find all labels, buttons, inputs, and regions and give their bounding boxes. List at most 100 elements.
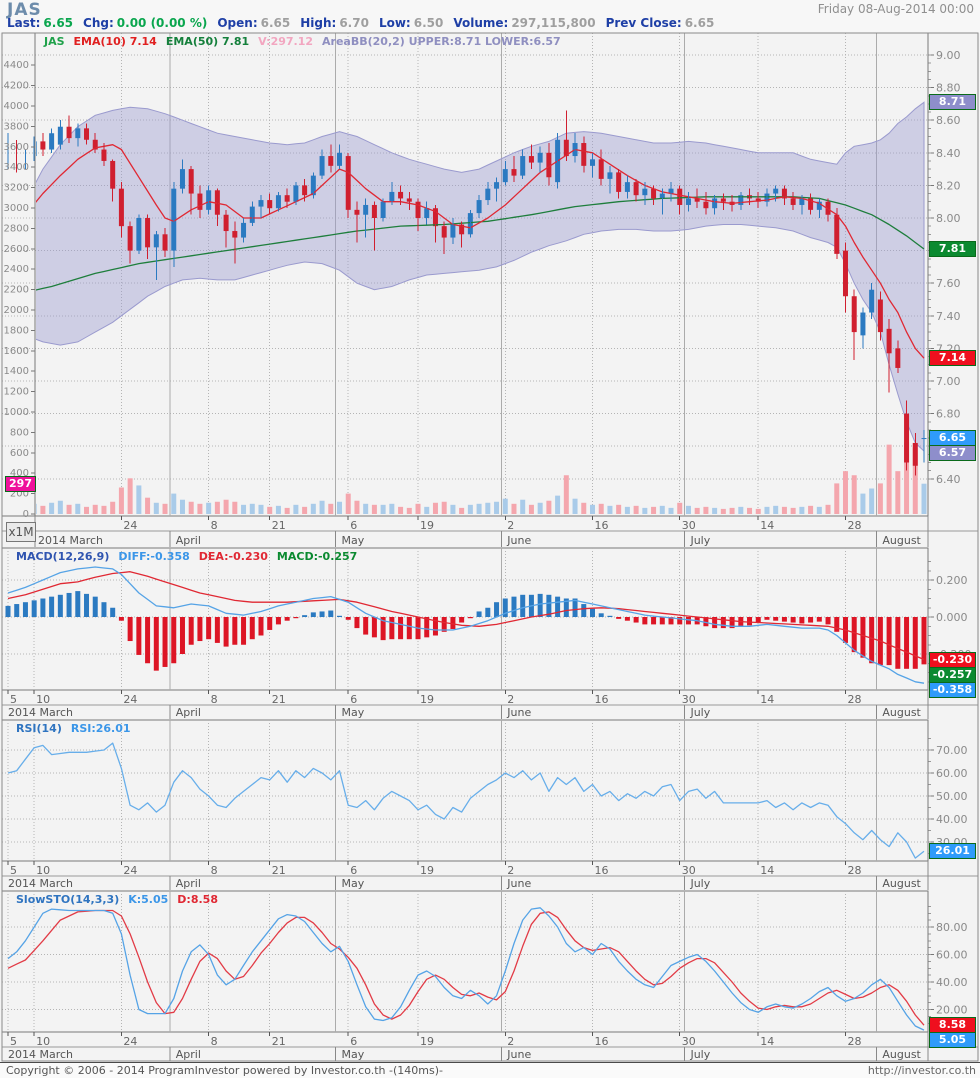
svg-text:April: April [176,534,201,547]
svg-text:July: July [689,877,710,890]
copyright-text: Copyright © 2006 - 2014 ProgramInvestor … [6,1064,443,1077]
svg-text:7.00: 7.00 [936,375,961,388]
svg-text:8.00: 8.00 [936,212,961,225]
svg-text:5: 5 [10,1035,17,1048]
svg-text:July: July [689,1048,710,1061]
svg-text:June: June [506,877,531,890]
svg-text:2: 2 [507,693,514,706]
quote-value: 6.65 [684,16,715,30]
svg-text:30: 30 [682,864,696,877]
svg-text:April: April [176,706,201,719]
svg-text:24: 24 [123,864,137,877]
axis-badge: 7.81 [929,241,976,257]
quote-label: Volume: [453,16,509,30]
svg-text:2014 March: 2014 March [8,1048,73,1061]
svg-text:50.00: 50.00 [936,790,968,803]
svg-text:40.00: 40.00 [936,976,968,989]
svg-text:2800: 2800 [4,223,29,234]
svg-text:2014 March: 2014 March [8,706,73,719]
svg-text:6: 6 [350,1035,357,1048]
svg-text:10: 10 [36,1035,50,1048]
svg-text:8.80: 8.80 [936,82,961,95]
quote-value: 6.70 [339,16,369,30]
axis-badge: 6.65 [929,430,976,446]
svg-text:24: 24 [123,693,137,706]
axis-badge: 297 [5,476,36,492]
svg-text:August: August [882,534,921,547]
svg-text:14: 14 [760,864,774,877]
quote-value: 6.65 [260,16,291,30]
svg-text:10: 10 [36,864,50,877]
svg-text:May: May [342,534,365,547]
svg-text:9.00: 9.00 [936,49,961,62]
svg-text:6: 6 [350,519,357,532]
svg-text:2: 2 [507,1035,514,1048]
svg-text:4400: 4400 [4,60,29,71]
svg-text:1800: 1800 [4,325,29,336]
svg-text:1200: 1200 [4,387,29,398]
svg-text:6.40: 6.40 [936,473,961,486]
svg-text:16: 16 [594,1035,608,1048]
svg-text:16: 16 [594,519,608,532]
svg-text:30: 30 [682,693,696,706]
quote-bar: Last: 6.65 Chg: 0.00 (0.00 %) Open: 6.65 High:… [7,16,724,30]
svg-text:2: 2 [507,864,514,877]
axis-badge: -0.358 [929,682,976,698]
svg-text:8: 8 [211,864,218,877]
quote-label: Low: [378,16,411,30]
site-url[interactable]: http://investor.co.th [867,1064,976,1077]
svg-text:1400: 1400 [4,366,29,377]
svg-text:21: 21 [272,519,286,532]
svg-text:7.60: 7.60 [936,277,961,290]
svg-text:14: 14 [760,519,774,532]
svg-text:April: April [176,1048,201,1061]
quote-value: 297,115,800 [511,16,596,30]
legend-rsi-panel: RSI(14) RSI:26.01 [16,722,140,735]
legend-item: RSI(14) [16,722,62,735]
svg-text:7.40: 7.40 [936,310,961,323]
svg-text:June: June [506,706,531,719]
svg-text:2000: 2000 [4,305,29,316]
svg-text:June: June [506,534,531,547]
svg-text:4200: 4200 [4,81,29,92]
axis-badge: 7.14 [929,350,976,366]
svg-text:400: 400 [10,468,29,479]
svg-text:3600: 3600 [4,142,29,153]
axis-badge: 26.01 [929,843,976,859]
svg-text:24: 24 [123,519,137,532]
svg-text:14: 14 [760,693,774,706]
svg-text:8: 8 [211,1035,218,1048]
svg-text:800: 800 [10,427,29,438]
quote-value: 6.50 [413,16,444,30]
legend-item: D:8.58 [177,893,218,906]
svg-text:August: August [882,877,921,890]
svg-text:70.00: 70.00 [936,744,968,757]
svg-text:80.00: 80.00 [936,921,968,934]
quote-label: Chg: [83,16,114,30]
svg-text:28: 28 [847,864,861,877]
svg-text:60.00: 60.00 [936,767,968,780]
svg-text:60.00: 60.00 [936,949,968,962]
svg-text:5: 5 [10,693,17,706]
axis-badge: 8.58 [929,1017,976,1033]
svg-text:2600: 2600 [4,244,29,255]
svg-text:8.60: 8.60 [936,114,961,127]
footer: Copyright © 2006 - 2014 ProgramInvestor … [0,1062,980,1078]
quote-value: 6.65 [43,16,74,30]
svg-text:24: 24 [123,1035,137,1048]
svg-text:10: 10 [36,693,50,706]
svg-text:8: 8 [211,519,218,532]
svg-text:2014 March: 2014 March [8,877,73,890]
svg-text:August: August [882,1048,921,1061]
legend-item: DEA:-0.230 [198,550,268,563]
svg-text:0.200: 0.200 [936,574,968,587]
volume-unit-button[interactable]: x1M [6,522,36,542]
svg-text:2200: 2200 [4,285,29,296]
svg-text:August: August [882,706,921,719]
svg-text:June: June [506,1048,531,1061]
symbol-title: JAS [7,0,42,20]
svg-text:May: May [342,706,365,719]
axis-badge: -0.257 [929,667,976,683]
svg-text:2014 March: 2014 March [38,534,103,547]
svg-text:5: 5 [10,864,17,877]
